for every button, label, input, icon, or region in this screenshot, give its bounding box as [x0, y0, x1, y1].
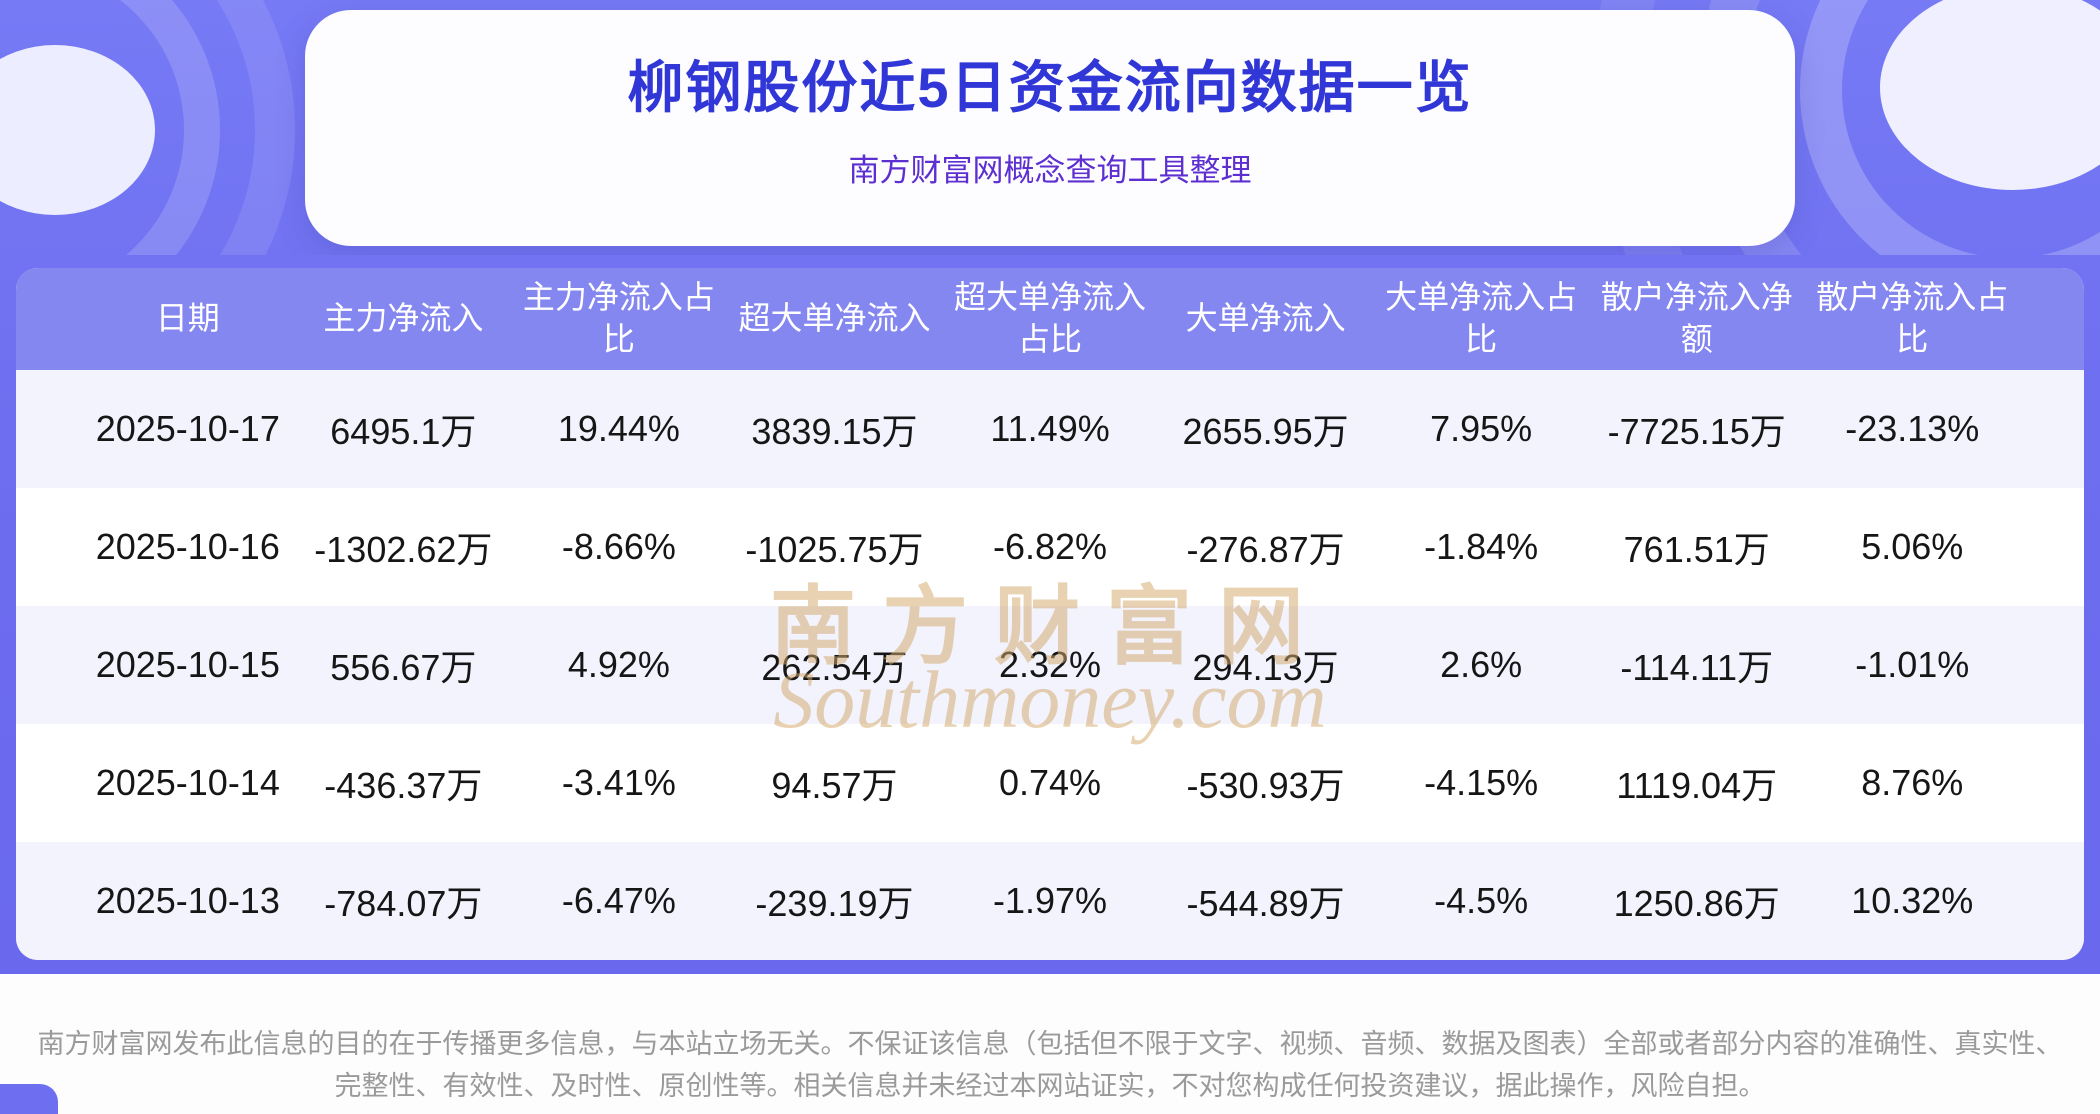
footer: 南方财富网发布此信息的目的在于传播更多信息，与本站立场无关。不保证该信息（包括但…	[0, 974, 2100, 1114]
table-row: 2025-10-13 -784.07万 -6.47% -239.19万 -1.97% -5…	[16, 842, 2084, 960]
table-cell: -23.13%	[1845, 408, 1980, 449]
column-header: 主力净流入	[323, 300, 484, 337]
page-title: 柳钢股份近5日资金流向数据一览	[627, 56, 1473, 119]
table-cell: 10.32%	[1851, 880, 1974, 921]
table-cell: 11.49%	[990, 408, 1110, 449]
table-body: 2025-10-17 6495.1万 19.44% 3839.15万 11.49% 265…	[16, 370, 2084, 960]
circle-decoration	[0, 45, 155, 215]
table-cell: 7.95%	[1430, 408, 1533, 449]
table-cell: -544.89万	[1186, 883, 1345, 924]
table-cell: -1025.75万	[745, 529, 924, 570]
table-cell: 0.74%	[998, 762, 1102, 803]
table-cell: -1302.62万	[314, 529, 493, 570]
table-cell: -1.01%	[1855, 644, 1970, 685]
table-row: 2025-10-17 6495.1万 19.44% 3839.15万 11.49% 265…	[16, 370, 2084, 488]
page-subtitle: 南方财富网概念查询工具整理	[848, 153, 1252, 189]
column-header: 超大单净流入	[738, 300, 931, 337]
table-cell: 5.06%	[1861, 526, 1964, 567]
table-cell: -436.37万	[324, 765, 483, 806]
table-cell: 2.32%	[998, 644, 1102, 685]
banner: 柳钢股份近5日资金流向数据一览 南方财富网概念查询工具整理	[0, 0, 2100, 255]
table-cell: -7725.15万	[1607, 411, 1786, 452]
table-cell: 8.76%	[1861, 762, 1964, 803]
table-cell: 19.44%	[557, 408, 680, 449]
table-cell: 6495.1万	[330, 411, 477, 452]
table-cell: 2.6%	[1440, 644, 1523, 685]
table-cell: 2025-10-17	[95, 408, 280, 449]
table-cell: -4.15%	[1424, 762, 1539, 803]
table-cell: 2655.95万	[1182, 411, 1349, 452]
column-header: 大单净流入占比	[1385, 279, 1578, 357]
table-cell: 761.51万	[1623, 529, 1770, 570]
table-row: 2025-10-16 -1302.62万 -8.66% -1025.75万 -6.82%…	[16, 488, 2084, 606]
table-cell: -3.41%	[561, 762, 676, 803]
table-header-row: 日期 主力净流入 主力净流入占比 超大单净流入 超大单净流入占比 大单净流入 大单净流入占比…	[16, 268, 2084, 370]
circle-decoration	[1880, 0, 2100, 190]
table-row: 2025-10-14 -436.37万 -3.41% 94.57万 0.74% -530.…	[16, 724, 2084, 842]
table-cell: -1.84%	[1424, 526, 1539, 567]
table-cell: 556.67万	[330, 647, 477, 688]
table-cell: 94.57万	[771, 765, 898, 806]
fund-flow-table: 日期 主力净流入 主力净流入占比 超大单净流入 超大单净流入占比 大单净流入 大单净流入占比…	[16, 268, 2084, 960]
table-cell: 1119.04万	[1616, 765, 1778, 806]
table-cell: -6.47%	[561, 880, 676, 921]
table-cell: 2025-10-15	[95, 644, 280, 685]
table-cell: -1.97%	[992, 880, 1108, 921]
disclaimer-text: 南方财富网发布此信息的目的在于传播更多信息，与本站立场无关。不保证该信息（包括但…	[37, 1029, 2063, 1101]
table-cell: -784.07万	[324, 883, 483, 924]
column-header: 大单净流入	[1185, 300, 1346, 337]
column-header: 日期	[155, 300, 220, 337]
table-cell: -239.19万	[755, 883, 914, 924]
table-cell: 2025-10-13	[95, 880, 280, 921]
column-header: 散户净流入占比	[1816, 279, 2009, 357]
table-cell: -530.93万	[1186, 765, 1345, 806]
corner-decoration	[0, 1084, 58, 1114]
table-cell: 1250.86万	[1613, 883, 1780, 924]
table-row: 2025-10-15 556.67万 4.92% 262.54万 2.32% 294.13…	[16, 606, 2084, 724]
table-cell: 262.54万	[761, 647, 908, 688]
table-cell: -8.66%	[561, 526, 676, 567]
column-header: 散户净流入净额	[1600, 279, 1793, 357]
table-cell: -4.5%	[1434, 880, 1529, 921]
banner-panel: 柳钢股份近5日资金流向数据一览 南方财富网概念查询工具整理	[305, 10, 1795, 246]
table-cell: -6.82%	[992, 526, 1108, 567]
table-cell: 4.92%	[567, 644, 670, 685]
table-cell: -276.87万	[1186, 529, 1345, 570]
column-header: 主力净流入占比	[522, 279, 715, 357]
table-cell: 2025-10-14	[95, 762, 280, 803]
table-cell: 294.13万	[1192, 647, 1339, 688]
table-cell: 2025-10-16	[95, 526, 280, 567]
column-header: 超大单净流入占比	[954, 279, 1147, 357]
table-cell: 3839.15万	[751, 411, 918, 452]
table-cell: -114.11万	[1620, 647, 1774, 688]
